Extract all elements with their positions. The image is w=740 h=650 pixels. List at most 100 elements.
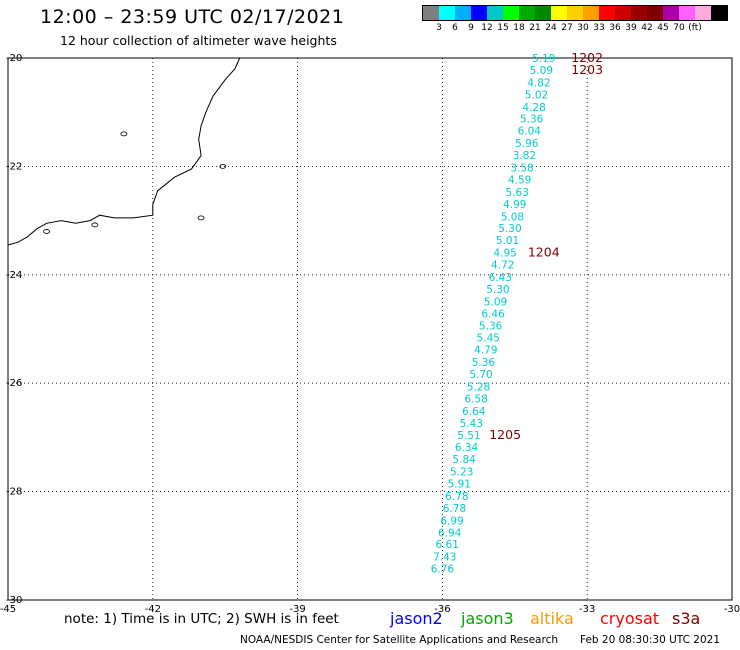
legend-label-9: 30 <box>577 23 589 33</box>
legend-label-4: 15 <box>497 23 509 33</box>
swh-value-label: 5.28 <box>467 381 490 393</box>
swh-value-label: 7.43 <box>433 552 456 564</box>
lon-tick-label: -39 <box>289 604 305 615</box>
lat-tick-label: -26 <box>6 378 22 389</box>
swh-value-label: 5.91 <box>448 478 471 490</box>
swh-value-label: 6.04 <box>518 126 542 138</box>
chart-subtitle: 12 hour collection of altimeter wave hei… <box>60 33 337 48</box>
swh-value-label: 4.59 <box>508 174 531 186</box>
swh-value-label: 6.43 <box>489 272 512 284</box>
legend-swatch-0 <box>423 6 439 20</box>
lon-tick-label: -33 <box>579 604 595 615</box>
coastal-island-0 <box>120 131 128 137</box>
swh-value-label: 4.82 <box>527 77 550 89</box>
lon-tick-label: -36 <box>434 604 450 615</box>
color-legend: 3 6 9 12 15 18 21 24 27 30 33 36 39 42 45 70 (ft) <box>422 5 728 33</box>
swh-value-label: 5.01 <box>496 235 519 247</box>
swh-value-label: 6.64 <box>462 406 486 418</box>
footer-note: note: 1) Time is in UTC; 2) SWH is in fe… <box>64 611 339 627</box>
swh-value-label: 6.94 <box>438 527 462 539</box>
satellite-jason2: jason2 <box>390 609 443 628</box>
swh-value-label: 5.43 <box>460 418 483 430</box>
legend-swatch-4 <box>487 6 503 20</box>
swh-value-label: 3.82 <box>513 150 536 162</box>
credit-line: NOAA/NESDIS Center for Satellite Applica… <box>240 634 558 646</box>
swh-value-label: 6.78 <box>443 503 466 515</box>
swh-value-label: 5.02 <box>525 89 548 101</box>
legend-label-2: 9 <box>468 23 474 33</box>
swh-value-label: 4.95 <box>493 248 516 260</box>
swh-value-label: 5.51 <box>457 430 480 442</box>
legend-swatch-16 <box>679 6 695 20</box>
legend-label-0: 3 <box>436 23 442 33</box>
timestamp: Feb 20 08:30:30 UTC 2021 <box>580 634 720 646</box>
satellite-cryosat: cryosat <box>600 609 660 628</box>
swh-value-label: 5.36 <box>472 357 496 369</box>
legend-swatch-10 <box>583 6 599 20</box>
legend-swatch-5 <box>503 6 519 20</box>
swh-value-label: 6.78 <box>445 491 468 503</box>
legend-swatch-13 <box>631 6 647 20</box>
lon-tick-label: -30 <box>724 604 740 615</box>
swh-value-label: 4.72 <box>491 260 514 272</box>
swh-value-label: 5.45 <box>477 333 500 345</box>
swh-value-label: 5.84 <box>452 454 476 466</box>
swh-value-label: 5.63 <box>506 187 529 199</box>
legend-swatch-12 <box>615 6 631 20</box>
legend-label-10: 33 <box>593 23 605 33</box>
swh-value-label: 5.70 <box>469 369 492 381</box>
pass-number-label: 1204 <box>528 245 560 260</box>
legend-label-16: (ft) <box>688 23 702 33</box>
satellite-altika: altika <box>530 609 574 628</box>
legend-swatch-1 <box>439 6 455 20</box>
coastline <box>7 57 241 246</box>
legend-label-13: 42 <box>641 23 653 33</box>
lat-tick-label: -20 <box>6 53 22 64</box>
legend-labels: 3 6 9 12 15 18 21 24 27 30 33 36 39 42 45 70 (ft) <box>422 21 728 33</box>
legend-swatch-2 <box>455 6 471 20</box>
pass-number-label: 1202 <box>571 50 603 65</box>
swh-value-label: 4.28 <box>522 102 545 114</box>
legend-swatch-11 <box>599 6 615 20</box>
swh-value-label: 6.76 <box>431 564 455 576</box>
swh-value-label: 4.79 <box>474 345 497 357</box>
coastal-island-2 <box>91 222 99 228</box>
legend-label-15: 70 <box>673 23 685 33</box>
coastal-island-3 <box>43 229 51 234</box>
pass-number-label: 1203 <box>571 62 603 77</box>
swh-value-label: 5.30 <box>498 223 521 235</box>
legend-label-5: 18 <box>513 23 525 33</box>
legend-swatch-14 <box>647 6 663 20</box>
swh-value-label: 4.99 <box>503 199 526 211</box>
swh-value-label: 5.08 <box>501 211 524 223</box>
swh-value-label: 5.36 <box>479 321 503 333</box>
legend-swatch-15 <box>663 6 679 20</box>
lat-tick-label: -30 <box>6 595 22 606</box>
swh-value-label: 6.61 <box>436 539 459 551</box>
satellite-jason3: jason3 <box>461 609 514 628</box>
swh-value-label: 5.09 <box>484 296 507 308</box>
legend-swatch-3 <box>471 6 487 20</box>
legend-swatch-18 <box>711 6 727 20</box>
legend-label-12: 39 <box>625 23 637 33</box>
legend-label-7: 24 <box>545 23 557 33</box>
swh-value-label: 5.19 <box>532 53 555 65</box>
swh-value-label: 6.46 <box>481 308 505 320</box>
legend-label-11: 36 <box>609 23 621 33</box>
swh-value-label: 5.30 <box>486 284 509 296</box>
swh-value-label: 3.58 <box>510 162 533 174</box>
satellite-s3a: s3a <box>672 609 701 628</box>
swh-value-label: 5.36 <box>520 114 544 126</box>
lat-tick-label: -28 <box>6 487 22 498</box>
swh-value-label: 6.99 <box>440 515 463 527</box>
legend-label-14: 45 <box>657 23 669 33</box>
legend-swatch-8 <box>551 6 567 20</box>
lon-tick-label: -42 <box>145 604 161 615</box>
legend-swatch-17 <box>695 6 711 20</box>
lon-tick-label: -45 <box>0 604 16 615</box>
map-frame <box>7 57 733 601</box>
chart-title: 12:00 – 23:59 UTC 02/17/2021 <box>40 6 345 28</box>
legend-label-8: 27 <box>561 23 573 33</box>
legend-swatch-7 <box>535 6 551 20</box>
